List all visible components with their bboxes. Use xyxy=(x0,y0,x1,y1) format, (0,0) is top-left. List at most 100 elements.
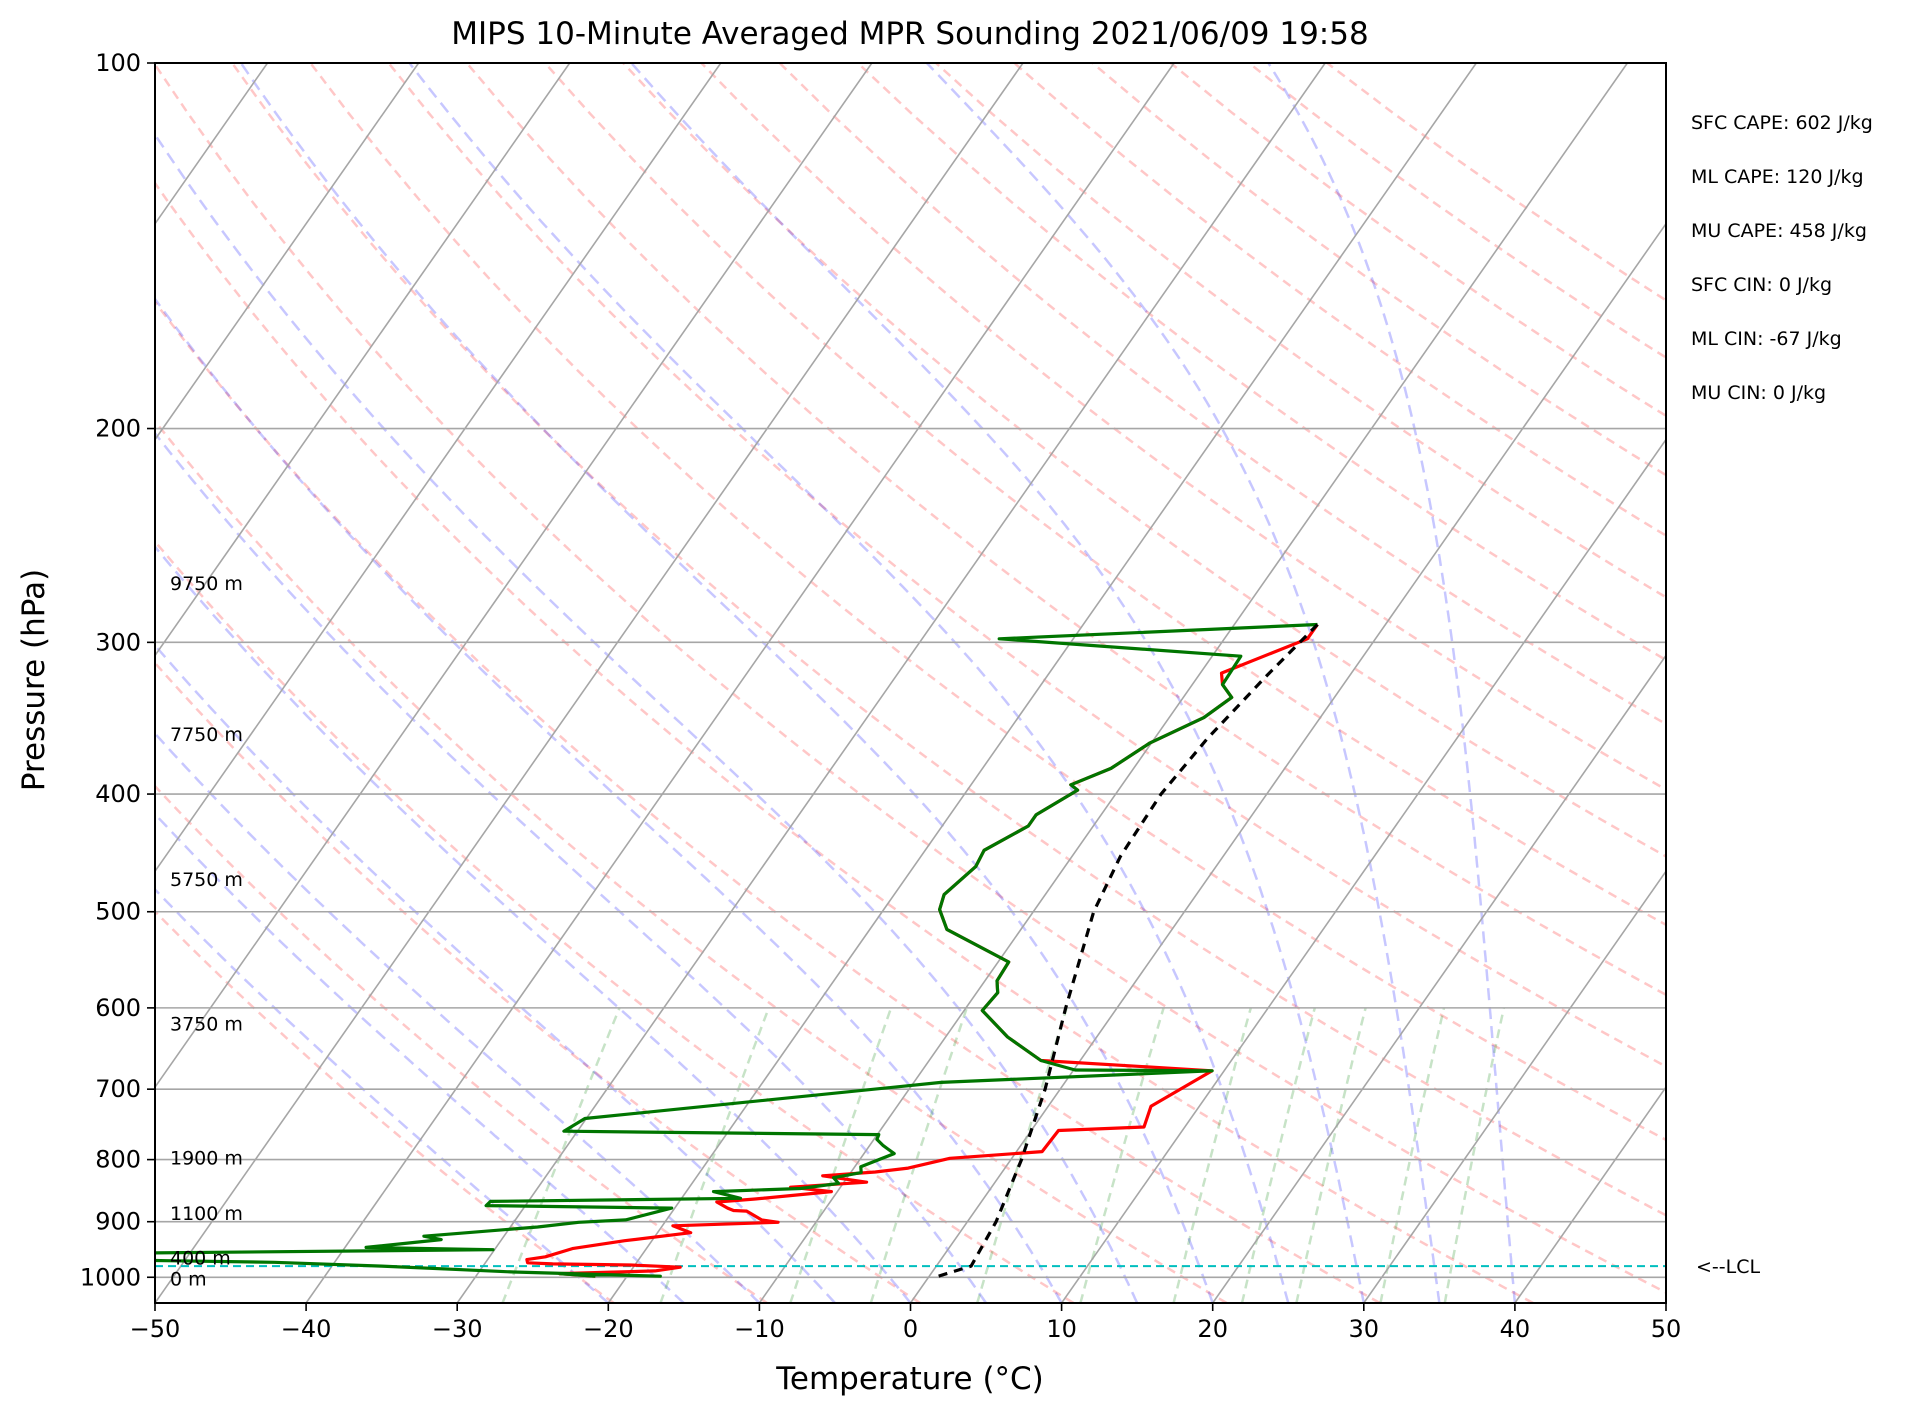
isotherm xyxy=(1817,63,1911,1303)
height-label: 3750 m xyxy=(170,1013,243,1035)
dry-adiabat xyxy=(155,539,1075,1303)
isotherm xyxy=(155,63,873,1089)
moist-adiabat xyxy=(155,431,988,1303)
height-label: 1900 m xyxy=(170,1148,243,1170)
x-tick-label: 40 xyxy=(1500,1315,1531,1343)
dry-adiabat xyxy=(309,63,1666,1142)
isotherm xyxy=(1363,869,1666,1303)
x-tick-label: 20 xyxy=(1197,1315,1228,1343)
axis-ticks: −50 −40 −30 −20 −10 0 10 20 30 40 50 100 200 300 400 50… xyxy=(80,49,1681,1343)
mixing-ratio-line xyxy=(1443,1007,1506,1303)
moist-adiabat xyxy=(408,63,1290,1303)
y-tick-label: 200 xyxy=(95,415,141,443)
height-label: 9750 m xyxy=(170,573,243,595)
dry-adiabat xyxy=(1248,63,1666,360)
mixing-ratio-line xyxy=(1172,1007,1253,1303)
dry-adiabat xyxy=(544,63,1666,927)
moist-adiabat xyxy=(155,132,1139,1303)
height-label: 0 m xyxy=(170,1268,207,1290)
moist-adiabat xyxy=(630,63,1366,1303)
y-tick-label: 400 xyxy=(95,780,141,808)
x-axis-label: Temperature (°C) xyxy=(775,1361,1044,1397)
stability-index: ML CIN: -67 J/kg xyxy=(1691,328,1842,350)
dry-adiabat xyxy=(622,63,1666,858)
dry-adiabat xyxy=(856,63,1666,662)
dry-adiabat xyxy=(155,299,1381,1303)
y-tick-label: 1000 xyxy=(80,1263,141,1291)
x-tick-label: −30 xyxy=(432,1315,483,1343)
stability-indices: SFC CAPE: 602 J/kg ML CAPE: 120 J/kg MU CA… xyxy=(1691,112,1873,404)
dry-adiabat xyxy=(465,63,1666,997)
mixing-ratio-line xyxy=(1240,1007,1317,1303)
moist-adiabat xyxy=(239,63,1214,1303)
x-tick-label: 50 xyxy=(1651,1315,1682,1343)
chart-title: MIPS 10-Minute Averaged MPR Sounding 202… xyxy=(451,16,1368,52)
mixing-ratio-line xyxy=(501,1007,621,1303)
moist-adiabat xyxy=(155,296,1063,1303)
dry-adiabat xyxy=(700,63,1666,792)
moist-adiabat xyxy=(1267,63,1517,1303)
stability-index: SFC CAPE: 602 J/kg xyxy=(1691,112,1873,134)
dry-adiabat xyxy=(387,63,1666,1068)
height-label: 400 m xyxy=(170,1247,231,1269)
dry-adiabat xyxy=(155,909,615,1303)
moist-adiabat xyxy=(155,643,836,1303)
isotherm xyxy=(155,63,1024,1303)
isotherm xyxy=(456,63,1326,1303)
height-label: 5750 m xyxy=(170,869,243,891)
y-tick-label: 700 xyxy=(95,1075,141,1103)
dry-adiabat xyxy=(155,784,768,1303)
sounding-series-line xyxy=(155,622,1318,1278)
isotherm xyxy=(155,63,722,873)
isotherm xyxy=(909,222,1666,1303)
dry-adiabat xyxy=(155,661,921,1303)
dry-adiabat xyxy=(155,180,1534,1303)
mixing-ratio-line xyxy=(659,1007,770,1303)
dry-adiabat xyxy=(155,63,1666,1294)
moist-adiabat xyxy=(925,63,1441,1303)
stability-index: MU CIN: 0 J/kg xyxy=(1691,382,1826,404)
isotherm xyxy=(1514,1085,1666,1303)
height-label: 7750 m xyxy=(170,724,243,746)
height-labels: 9750 m 7750 m 5750 m 3750 m 1900 m 1100 m 400 … xyxy=(170,573,243,1290)
height-label: 1100 m xyxy=(170,1203,243,1225)
isotherm xyxy=(155,63,571,657)
isotherm xyxy=(758,63,1629,1303)
stability-index: SFC CIN: 0 J/kg xyxy=(1691,274,1832,296)
moist-adiabat xyxy=(155,812,685,1303)
x-tick-label: −40 xyxy=(281,1315,332,1343)
parcel-profile-line xyxy=(937,623,1319,1278)
y-tick-label: 900 xyxy=(95,1208,141,1236)
dry-adiabat xyxy=(778,63,1666,726)
mixing-ratio-line xyxy=(976,1007,1068,1303)
y-tick-label: 600 xyxy=(95,994,141,1022)
x-tick-label: −10 xyxy=(734,1315,785,1343)
y-tick-label: 100 xyxy=(95,49,141,77)
isotherm xyxy=(607,63,1477,1303)
y-tick-label: 500 xyxy=(95,898,141,926)
isotherm xyxy=(305,63,1175,1303)
x-tick-label: −50 xyxy=(130,1315,181,1343)
sounding-profiles xyxy=(155,622,1319,1278)
stability-index: MU CAPE: 458 J/kg xyxy=(1691,220,1867,242)
dry-adiabat xyxy=(231,63,1666,1217)
dry-adiabat xyxy=(1169,63,1666,418)
y-tick-label: 800 xyxy=(95,1146,141,1174)
x-tick-label: 10 xyxy=(1046,1315,1077,1343)
y-tick-label: 300 xyxy=(95,628,141,656)
sounding-series-line xyxy=(525,623,1319,1278)
y-axis-label: Pressure (hPa) xyxy=(16,569,52,791)
moist-adiabat xyxy=(155,544,912,1303)
grid-lines xyxy=(155,63,1911,1303)
stability-index: ML CAPE: 120 J/kg xyxy=(1691,166,1864,188)
dry-adiabat xyxy=(935,63,1666,599)
background-lines xyxy=(155,63,1666,1303)
x-tick-label: 30 xyxy=(1349,1315,1380,1343)
x-tick-label: 0 xyxy=(903,1315,918,1343)
isotherm xyxy=(1665,1301,1666,1303)
mixing-ratio-line xyxy=(789,1007,893,1303)
isotherm xyxy=(1060,438,1666,1303)
x-tick-label: −20 xyxy=(583,1315,634,1343)
moist-adiabat xyxy=(155,887,610,1303)
